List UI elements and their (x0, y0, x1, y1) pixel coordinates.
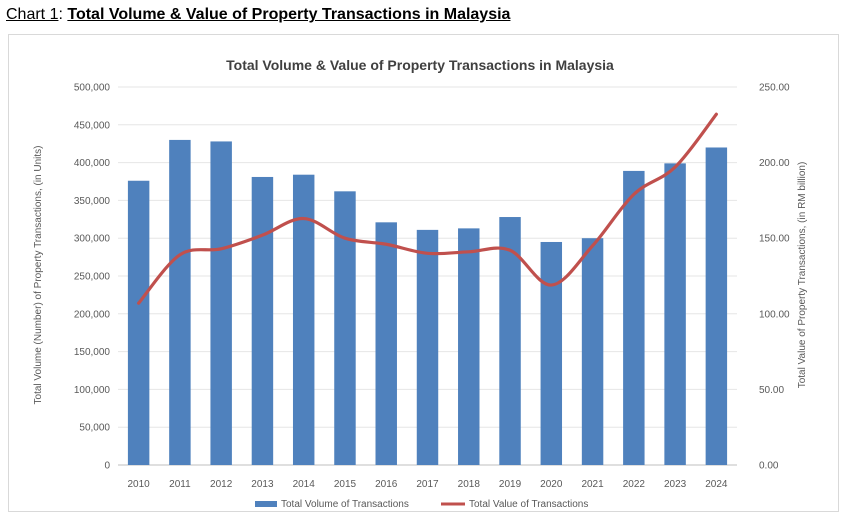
y2-tick-label: 50.00 (759, 385, 784, 396)
x-tick-label: 2017 (416, 479, 439, 490)
x-tick-label: 2022 (623, 479, 646, 490)
x-tick-label: 2010 (128, 479, 151, 490)
y2-axis-title: Total Value of Property Transactions, (i… (797, 162, 808, 389)
x-tick-label: 2024 (705, 479, 728, 490)
y2-tick-label: 250.00 (759, 83, 790, 94)
x-tick-label: 2019 (499, 479, 522, 490)
volume-bar (623, 170, 645, 465)
volume-bar (664, 163, 686, 465)
volume-bar (581, 238, 604, 465)
y2-tick-label: 200.00 (759, 158, 790, 169)
x-tick-label: 2014 (293, 479, 316, 490)
volume-bar (292, 174, 315, 466)
legend: Total Volume of Transactions Total Value… (255, 499, 588, 510)
y2-tick-label: 0.00 (759, 461, 779, 472)
y-tick-label: 500,000 (74, 83, 111, 94)
volume-bar (416, 229, 439, 465)
legend-value-label: Total Value of Transactions (469, 499, 588, 510)
chart-heading-prefix: Chart 1 (6, 6, 59, 23)
volume-bar (375, 222, 397, 465)
legend-volume-label: Total Volume of Transactions (281, 499, 409, 510)
y-tick-label: 350,000 (74, 196, 111, 207)
value-line (137, 112, 718, 305)
x-tick-label: 2023 (664, 479, 687, 490)
legend-bar-swatch (255, 501, 277, 507)
volume-bar (169, 139, 191, 466)
y-tick-label: 250,000 (74, 272, 111, 283)
y-tick-label: 450,000 (74, 120, 111, 131)
combo-chart: 0 50,000 100,000 150,000 200,000 250,000 300,0… (33, 57, 808, 510)
volume-bar (458, 228, 480, 465)
y-tick-label: 200,000 (74, 309, 111, 320)
chart-title: Total Volume & Value of Property Transac… (226, 57, 614, 73)
x-tick-label: 2018 (458, 479, 481, 490)
x-tick-label: 2013 (251, 479, 274, 490)
x-tick-label: 2016 (375, 479, 398, 490)
y-tick-label: 50,000 (79, 423, 110, 434)
x-tick-label: 2015 (334, 479, 357, 490)
y-tick-label: 150,000 (74, 347, 111, 358)
volume-bar (210, 141, 232, 465)
x-tick-label: 2012 (210, 479, 233, 490)
volume-bar (499, 217, 521, 465)
x-tick-label: 2021 (581, 479, 604, 490)
x-tick-label: 2020 (540, 479, 563, 490)
volume-bar (127, 180, 150, 465)
volume-bar (705, 147, 728, 465)
chart-heading-title: Total Volume & Value of Property Transac… (67, 6, 511, 23)
x-tick-label: 2011 (169, 479, 191, 490)
y-tick-label: 300,000 (74, 234, 111, 245)
y-tick-label: 400,000 (74, 158, 111, 169)
volume-bar (334, 191, 356, 465)
chart-heading-separator: : (58, 6, 68, 23)
volume-bar (251, 176, 274, 466)
volume-bar (540, 241, 563, 465)
y-tick-label: 100,000 (74, 385, 111, 396)
y2-tick-label: 100.00 (759, 309, 790, 320)
chart-heading: Chart 1: Total Volume & Value of Propert… (6, 6, 510, 24)
y-tick-label: 0 (104, 461, 110, 472)
y-axis-title: Total Volume (Number) of Property Transa… (33, 146, 44, 405)
y2-tick-label: 150.00 (759, 234, 790, 245)
chart-container: 0 50,000 100,000 150,000 200,000 250,000 300,0… (8, 34, 839, 512)
